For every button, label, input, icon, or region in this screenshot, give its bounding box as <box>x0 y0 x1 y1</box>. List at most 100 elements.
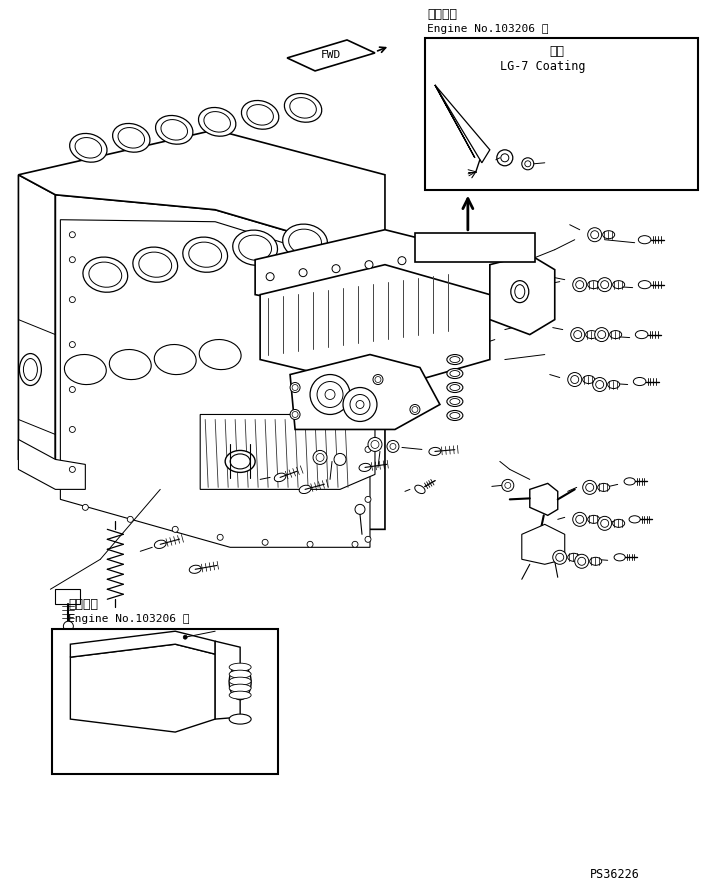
Circle shape <box>266 273 274 281</box>
Text: PS36226: PS36226 <box>590 868 639 881</box>
Ellipse shape <box>239 235 271 260</box>
Polygon shape <box>19 175 56 479</box>
Circle shape <box>522 158 534 170</box>
Circle shape <box>262 540 268 546</box>
Circle shape <box>497 150 513 166</box>
Text: Engine No.103206 ～: Engine No.103206 ～ <box>427 24 548 34</box>
Ellipse shape <box>602 230 614 238</box>
Circle shape <box>577 557 586 565</box>
Circle shape <box>365 297 371 303</box>
Circle shape <box>398 257 406 265</box>
Circle shape <box>334 454 346 465</box>
Ellipse shape <box>450 384 460 390</box>
Circle shape <box>69 231 75 238</box>
Circle shape <box>575 555 589 569</box>
Circle shape <box>412 406 418 412</box>
Ellipse shape <box>241 101 279 129</box>
Bar <box>415 233 535 261</box>
Ellipse shape <box>229 684 251 692</box>
Ellipse shape <box>450 398 460 404</box>
Ellipse shape <box>112 124 150 152</box>
Polygon shape <box>530 483 557 516</box>
Ellipse shape <box>155 540 166 548</box>
Polygon shape <box>70 631 215 657</box>
Ellipse shape <box>161 119 187 140</box>
Circle shape <box>355 504 365 515</box>
Ellipse shape <box>155 344 197 374</box>
Ellipse shape <box>586 330 597 338</box>
Circle shape <box>365 346 371 352</box>
Circle shape <box>601 281 609 289</box>
Circle shape <box>127 517 133 523</box>
Ellipse shape <box>582 375 595 383</box>
Circle shape <box>501 154 509 162</box>
Circle shape <box>505 482 511 488</box>
Ellipse shape <box>70 133 107 162</box>
Circle shape <box>596 381 604 389</box>
Ellipse shape <box>447 355 463 365</box>
Ellipse shape <box>447 382 463 393</box>
Circle shape <box>69 257 75 262</box>
Ellipse shape <box>199 108 236 136</box>
Ellipse shape <box>284 94 322 122</box>
Circle shape <box>576 281 584 289</box>
Ellipse shape <box>189 565 201 573</box>
Ellipse shape <box>110 350 151 380</box>
Polygon shape <box>287 40 375 71</box>
Circle shape <box>352 541 358 547</box>
Ellipse shape <box>450 371 460 376</box>
Circle shape <box>373 374 383 384</box>
Polygon shape <box>215 641 240 719</box>
Circle shape <box>63 622 73 631</box>
Ellipse shape <box>299 486 311 494</box>
Ellipse shape <box>511 281 529 303</box>
Polygon shape <box>255 230 505 320</box>
Ellipse shape <box>83 257 127 292</box>
Ellipse shape <box>229 670 251 678</box>
Circle shape <box>592 378 607 391</box>
Circle shape <box>83 504 88 510</box>
Circle shape <box>597 277 612 291</box>
Text: 適用号機: 適用号機 <box>68 598 98 611</box>
Ellipse shape <box>587 516 600 524</box>
Ellipse shape <box>247 104 273 125</box>
Circle shape <box>365 536 371 542</box>
Circle shape <box>292 411 298 418</box>
Ellipse shape <box>23 358 38 381</box>
Circle shape <box>601 519 609 527</box>
Circle shape <box>571 328 585 342</box>
Ellipse shape <box>450 357 460 363</box>
Circle shape <box>365 496 371 502</box>
Ellipse shape <box>597 483 609 491</box>
Polygon shape <box>70 645 215 732</box>
Ellipse shape <box>624 478 635 485</box>
Circle shape <box>299 268 307 276</box>
Ellipse shape <box>199 340 241 370</box>
Polygon shape <box>490 254 555 335</box>
Ellipse shape <box>229 691 251 699</box>
Ellipse shape <box>225 450 255 472</box>
Ellipse shape <box>189 242 221 268</box>
Ellipse shape <box>609 330 622 338</box>
Circle shape <box>553 550 567 564</box>
Ellipse shape <box>133 247 177 283</box>
Circle shape <box>556 554 564 562</box>
Ellipse shape <box>613 281 624 289</box>
Circle shape <box>332 265 340 273</box>
Circle shape <box>69 297 75 303</box>
Circle shape <box>502 479 514 491</box>
Circle shape <box>525 161 530 167</box>
Text: 塗布: 塗布 <box>549 45 564 58</box>
Polygon shape <box>56 589 80 604</box>
Ellipse shape <box>450 412 460 419</box>
Polygon shape <box>290 355 440 429</box>
Polygon shape <box>200 414 375 489</box>
Ellipse shape <box>629 516 640 523</box>
Text: LG-7 Coating: LG-7 Coating <box>500 60 585 73</box>
Ellipse shape <box>429 448 441 456</box>
Circle shape <box>356 401 364 409</box>
Ellipse shape <box>229 714 251 724</box>
Circle shape <box>587 228 602 242</box>
Circle shape <box>290 382 300 393</box>
Circle shape <box>582 480 597 494</box>
